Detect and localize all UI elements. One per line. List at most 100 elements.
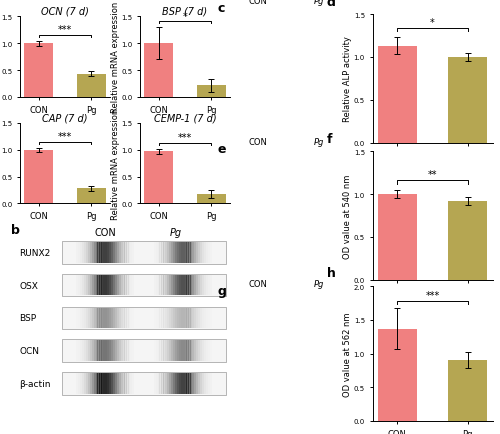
- Bar: [104, 341, 106, 361]
- Bar: [167, 341, 170, 361]
- Bar: [124, 341, 126, 361]
- Bar: [98, 373, 100, 394]
- Bar: [173, 276, 175, 296]
- Bar: [84, 276, 86, 296]
- Bar: [126, 308, 128, 329]
- Bar: [173, 308, 175, 329]
- Bar: [178, 243, 181, 263]
- Bar: [132, 243, 134, 263]
- Bar: [167, 243, 170, 263]
- Text: c: c: [218, 2, 225, 15]
- Bar: [202, 341, 204, 361]
- Bar: [158, 373, 160, 394]
- Bar: [196, 243, 198, 263]
- Bar: [94, 276, 96, 296]
- Bar: [184, 243, 186, 263]
- Bar: [77, 189, 106, 204]
- Bar: [178, 341, 181, 361]
- Bar: [98, 276, 100, 296]
- Bar: [173, 373, 175, 394]
- Bar: [132, 308, 134, 329]
- Bar: [98, 308, 100, 329]
- Bar: [120, 308, 123, 329]
- Bar: [24, 44, 53, 98]
- Bar: [180, 308, 183, 329]
- Bar: [200, 243, 202, 263]
- Bar: [120, 341, 123, 361]
- Bar: [115, 276, 117, 296]
- Bar: [107, 308, 110, 329]
- Bar: [132, 373, 134, 394]
- Bar: [162, 276, 164, 296]
- Bar: [202, 243, 204, 263]
- Text: CON: CON: [94, 227, 116, 237]
- Bar: [186, 243, 188, 263]
- Bar: [202, 276, 204, 296]
- Bar: [86, 373, 88, 394]
- Bar: [76, 243, 78, 263]
- Bar: [178, 276, 181, 296]
- Bar: [120, 243, 123, 263]
- Bar: [88, 243, 90, 263]
- Bar: [190, 276, 192, 296]
- Bar: [156, 276, 158, 296]
- Bar: [96, 243, 98, 263]
- Bar: [156, 373, 158, 394]
- Bar: [206, 243, 208, 263]
- Text: *: *: [430, 18, 435, 28]
- Bar: [169, 276, 171, 296]
- Bar: [117, 308, 119, 329]
- Bar: [164, 243, 166, 263]
- Bar: [62, 307, 226, 329]
- Bar: [162, 243, 164, 263]
- Bar: [96, 341, 98, 361]
- Bar: [105, 373, 108, 394]
- Bar: [378, 329, 416, 421]
- Bar: [62, 274, 226, 297]
- Bar: [122, 308, 124, 329]
- Bar: [210, 276, 212, 296]
- Bar: [198, 341, 200, 361]
- Bar: [188, 373, 190, 394]
- Bar: [92, 373, 94, 394]
- Bar: [144, 44, 173, 98]
- Bar: [158, 308, 160, 329]
- Bar: [77, 75, 106, 98]
- Bar: [182, 243, 184, 263]
- Bar: [118, 308, 121, 329]
- Bar: [113, 341, 115, 361]
- Bar: [194, 341, 196, 361]
- Bar: [102, 341, 103, 361]
- Bar: [210, 308, 212, 329]
- Bar: [109, 373, 111, 394]
- Bar: [190, 308, 192, 329]
- Bar: [111, 373, 113, 394]
- Bar: [88, 341, 90, 361]
- Bar: [24, 151, 53, 204]
- Bar: [197, 86, 226, 98]
- Text: ***: ***: [426, 291, 440, 301]
- Bar: [80, 308, 82, 329]
- Bar: [197, 194, 226, 204]
- Bar: [188, 243, 190, 263]
- Bar: [113, 276, 115, 296]
- Bar: [160, 373, 162, 394]
- Bar: [109, 308, 111, 329]
- Bar: [188, 341, 190, 361]
- Bar: [128, 341, 130, 361]
- Y-axis label: Relative mRNA expression: Relative mRNA expression: [110, 108, 120, 219]
- Bar: [76, 341, 78, 361]
- Bar: [122, 373, 124, 394]
- Bar: [84, 308, 86, 329]
- Bar: [104, 276, 106, 296]
- Bar: [115, 373, 117, 394]
- Bar: [164, 308, 166, 329]
- Bar: [111, 276, 113, 296]
- Bar: [90, 243, 92, 263]
- Bar: [100, 341, 102, 361]
- Bar: [117, 276, 119, 296]
- Bar: [198, 308, 200, 329]
- Text: ***: ***: [58, 132, 72, 142]
- Bar: [82, 341, 84, 361]
- Bar: [98, 341, 100, 361]
